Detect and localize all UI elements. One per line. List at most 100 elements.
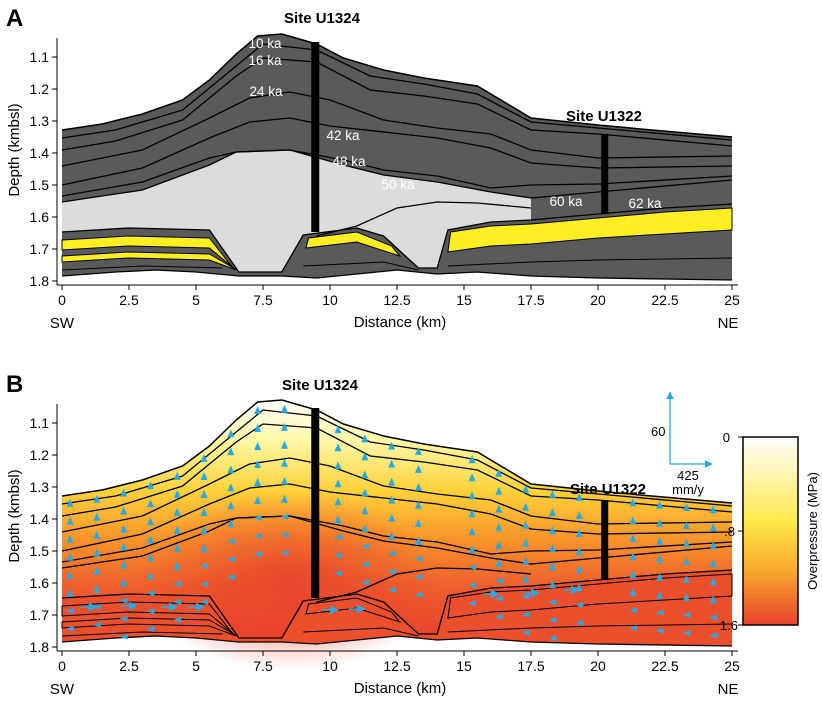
y-tick-label: 1.7 — [30, 607, 50, 623]
y-tick-label: 1.2 — [30, 81, 50, 97]
flow-arrow — [361, 470, 369, 479]
flow-arrow — [361, 506, 369, 515]
flow-arrow — [521, 629, 530, 636]
flow-arrow — [226, 574, 235, 581]
flow-arrow — [200, 454, 208, 462]
colorbar-tick-0: 0 — [723, 430, 730, 445]
flow-arrow — [146, 499, 154, 508]
flow-arrow — [548, 526, 556, 535]
flow-arrow — [495, 486, 503, 495]
flow-arrow — [200, 581, 209, 587]
flow-arrow — [468, 600, 477, 607]
flow-arrow — [495, 522, 503, 531]
age-label-24ka: 24 ka — [249, 84, 283, 99]
horizon-line — [61, 409, 733, 507]
flow-arrow — [120, 488, 128, 497]
y-tick-label: 1.6 — [30, 209, 50, 225]
borehole-u1322 — [601, 500, 609, 580]
y-tick-label: 1.8 — [30, 273, 50, 289]
flow-arrow — [226, 538, 235, 545]
flow-arrow — [656, 590, 664, 599]
flow-arrow — [656, 572, 664, 581]
flow-arrow — [254, 478, 262, 486]
flow-arrow — [494, 613, 503, 620]
flow-arrow — [494, 595, 503, 602]
flow-arrow — [93, 566, 101, 575]
flow-arrow — [280, 404, 288, 413]
flow-arrow — [254, 406, 262, 414]
flow-arrow — [628, 625, 637, 632]
flow-arrow — [361, 488, 369, 497]
flow-arrow — [227, 483, 235, 492]
age-label-60ka: 60 ka — [549, 194, 583, 209]
borehole-u1324 — [311, 42, 320, 232]
horizon-line — [316, 201, 532, 237]
horizon-line — [61, 457, 733, 533]
flow-arrow — [66, 607, 75, 614]
flow-arrow — [253, 515, 262, 521]
age-label-42ka: 42 ka — [326, 128, 360, 143]
panel-a-letter: A — [6, 5, 23, 32]
x-tick-label: 15 — [456, 292, 472, 308]
flow-arrow — [93, 530, 101, 539]
flow-arrow — [709, 614, 718, 621]
flow-arrow — [200, 599, 209, 605]
panel-a-axes: 1.1 1.2 1.3 1.4 1.5 1.6 1.7 1.8 0 2.5 5 7.5 10 12.5 15… — [6, 38, 740, 332]
flow-arrow — [387, 568, 396, 575]
x-tick-label: 20 — [590, 292, 606, 308]
flow-arrow — [628, 607, 637, 614]
flow-arrow — [709, 632, 718, 639]
flow-arrow — [629, 588, 637, 597]
x-tick-label: 7.5 — [253, 292, 273, 308]
flow-arrow — [656, 554, 664, 563]
flow-arrow — [146, 481, 154, 490]
horizon-line — [61, 43, 733, 141]
flow-arrow — [280, 440, 288, 449]
flow-arrow — [575, 620, 584, 627]
flow-arrow — [66, 570, 74, 579]
flow-arrow — [388, 477, 396, 486]
flow-arrow — [361, 434, 369, 443]
mtd-base-line — [61, 569, 733, 639]
flow-arrow — [227, 519, 235, 528]
flow-arrow — [173, 561, 181, 570]
horizon-line — [61, 483, 733, 552]
flow-arrow — [388, 531, 396, 540]
flow-arrow — [682, 630, 691, 637]
x-tick-label: 25 — [724, 292, 740, 308]
ne-label: NE — [718, 315, 739, 332]
velocity-scale-vertical-value: 60 — [651, 424, 665, 439]
flow-arrow — [629, 516, 637, 525]
y-tick-label: 1.1 — [30, 49, 50, 65]
age-label-50ka: 50 ka — [381, 177, 415, 192]
age-label-62ka: 62 ka — [628, 196, 662, 211]
y-tick-label: 1.5 — [30, 177, 50, 193]
x-tick-label: 10 — [322, 292, 338, 308]
panel-b: B 1.1 1.2 1.3 1.4 1.5 1.6 1.7 1.8 0 2.5 5 7.5 10 12.5… — [6, 371, 820, 698]
flow-arrow — [334, 534, 343, 541]
x-tick-label: 5 — [192, 658, 200, 674]
flow-arrow — [146, 590, 155, 597]
x-tick-label: 2.5 — [119, 292, 139, 308]
horizon-line — [447, 623, 733, 633]
flow-arrow — [522, 574, 530, 583]
flow-arrow — [495, 558, 503, 567]
flow-arrow — [629, 570, 637, 579]
x-tick-label: 20 — [590, 658, 606, 674]
flow-arrow — [334, 552, 343, 559]
colorbar-tick-1.6: 1.6 — [720, 618, 738, 633]
flow-arrow — [227, 465, 235, 474]
flow-arrow — [146, 571, 154, 580]
panel-a-section — [61, 33, 733, 281]
flow-arrow — [709, 559, 717, 568]
flow-arrow — [548, 599, 557, 606]
flow-arrow — [120, 578, 128, 587]
flow-arrow — [173, 489, 181, 498]
flow-arrow — [146, 626, 155, 633]
flow-arrow — [414, 464, 422, 473]
y-tick-label: 1.1 — [30, 415, 50, 431]
flow-arrow — [575, 547, 583, 556]
x-tick-label: 0 — [58, 658, 66, 674]
flow-arrow — [66, 498, 74, 507]
flow-arrow — [414, 536, 422, 545]
